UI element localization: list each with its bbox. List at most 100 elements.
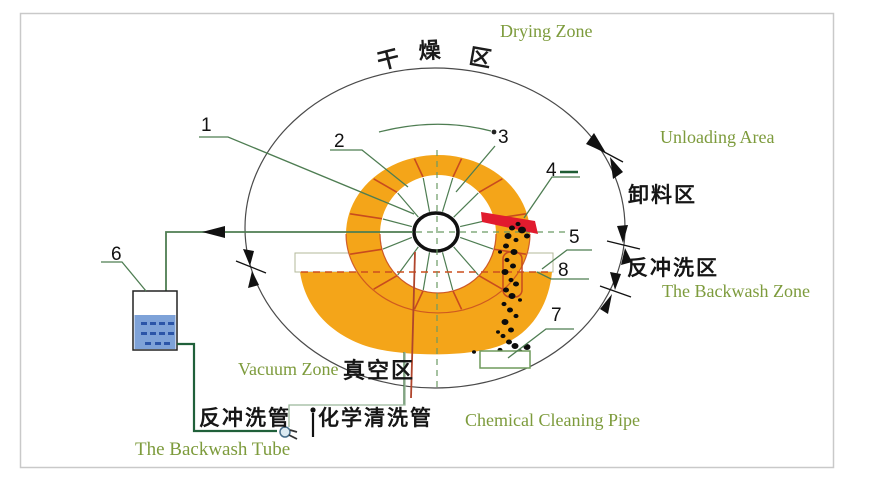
- cake-particle: [496, 330, 500, 334]
- part-number-2: 2: [334, 131, 345, 152]
- label-backwash-tube-en: The Backwash Tube: [135, 439, 290, 460]
- cake-particle: [509, 225, 515, 231]
- liquid-dash: [150, 332, 156, 335]
- drying-zh-char-3: 区: [467, 44, 493, 72]
- label-vacuum-zone-en: Vacuum Zone: [238, 359, 338, 379]
- inner-edge-arc: [379, 233, 497, 294]
- label-unloading-area-en: Unloading Area: [660, 127, 774, 147]
- collection-box: [479, 350, 531, 369]
- cake-particle: [524, 233, 530, 239]
- pump-body: [279, 426, 291, 438]
- cake-particle: [498, 250, 502, 254]
- cake-particle: [508, 277, 514, 283]
- cake-particle: [503, 243, 509, 249]
- cake-particle: [515, 221, 521, 227]
- liquid-dash: [159, 332, 165, 335]
- drum-annulus: [346, 155, 531, 313]
- cake-particle: [472, 350, 476, 354]
- zone-divider-top-right: [586, 133, 624, 179]
- cake-particle: [503, 287, 509, 293]
- chemical-pipe: [288, 352, 406, 427]
- hub-spoke: [397, 192, 419, 218]
- hub-spoke: [397, 246, 419, 276]
- label-unloading-area-zh: 卸料区: [628, 183, 697, 207]
- drying-zh-char-1: 干: [375, 46, 402, 76]
- hub-spoke: [441, 252, 454, 291]
- cake-particle: [510, 249, 518, 255]
- cake-particle: [501, 269, 509, 275]
- liquid-dash: [159, 322, 165, 325]
- cake-particle: [508, 293, 516, 299]
- part-number-5: 5: [569, 227, 580, 248]
- liquid-dash: [155, 342, 161, 345]
- segment-divider: [413, 158, 424, 178]
- segment-divider: [452, 158, 463, 178]
- liquid-texture: [141, 322, 174, 345]
- label-vacuum-zone-zh: 真空区: [343, 358, 415, 384]
- part-number-1: 1: [201, 115, 212, 136]
- cake-particle: [518, 226, 526, 234]
- backwash-tube: [177, 342, 277, 433]
- part-number-8: 8: [558, 260, 569, 281]
- label-drying-zone-en: Drying Zone: [500, 21, 592, 41]
- cake-particle: [513, 281, 519, 287]
- pump-tick-1: [288, 434, 298, 440]
- liquid-dash: [168, 332, 174, 335]
- segment-divider: [478, 178, 503, 193]
- hub-spoke: [459, 236, 494, 250]
- liquid-dash: [141, 332, 147, 335]
- outer-edge-arc: [345, 233, 531, 314]
- liquid-dash: [168, 322, 174, 325]
- label-chemical-pipe-zh: 化学清洗管: [318, 406, 433, 430]
- drying-zh-char-2: 燥: [418, 38, 442, 64]
- cake-particle: [506, 339, 512, 345]
- cake-particle: [508, 327, 514, 333]
- segment-divider: [349, 248, 383, 255]
- liquid-dash: [145, 342, 151, 345]
- part-number-3: 3: [498, 127, 509, 148]
- cake-particle: [510, 263, 516, 269]
- part-number-6: 6: [111, 244, 122, 265]
- rotation-arc: [378, 123, 492, 133]
- zone-divider-left: [235, 249, 267, 288]
- part-number-7: 7: [551, 305, 562, 326]
- figure-border: [19, 12, 835, 469]
- cake-particle: [513, 237, 519, 243]
- label-backwash-tube-zh: 反冲洗管: [199, 406, 291, 430]
- hub-drain-line: [410, 251, 416, 399]
- cake-particle: [501, 301, 507, 307]
- leader-3: [455, 145, 496, 193]
- part-number-4: 4: [546, 160, 557, 181]
- zone-dividers: [235, 133, 641, 314]
- hub-spoke: [453, 192, 479, 218]
- liquid-dash: [150, 322, 156, 325]
- backwash-pump: [279, 426, 298, 440]
- cake-particle: [500, 333, 506, 339]
- label-backwash-zone-zh: 反冲洗区: [627, 256, 719, 280]
- rotation-arc-dot: [491, 129, 497, 135]
- leader-7: [507, 328, 574, 359]
- cake-particle: [504, 257, 510, 263]
- hub-spoke: [453, 246, 479, 276]
- segment-divider: [373, 178, 398, 193]
- cake-particle: [511, 343, 519, 349]
- leader-lines: [101, 123, 592, 359]
- chemical-nozzle-tip: [310, 407, 316, 413]
- cake-particle: [513, 313, 519, 319]
- hub-spoke: [422, 252, 431, 291]
- hub-spokes: [382, 177, 494, 291]
- flow-arrow-left: [202, 226, 225, 238]
- liquid-dash: [164, 342, 170, 345]
- segment-divider: [478, 275, 503, 290]
- cake-particle: [507, 307, 513, 313]
- label-backwash-zone-en: The Backwash Zone: [662, 281, 810, 301]
- segment-divider: [452, 290, 463, 310]
- label-drying-zone-zh: 干 燥 区: [375, 38, 493, 75]
- leader-8: [536, 271, 589, 280]
- liquid-dash: [141, 322, 147, 325]
- segment-divider: [413, 290, 424, 310]
- cake-particle: [501, 319, 509, 325]
- leader-1: [199, 136, 415, 215]
- leader-2: [330, 149, 409, 188]
- segment-divider: [349, 213, 383, 220]
